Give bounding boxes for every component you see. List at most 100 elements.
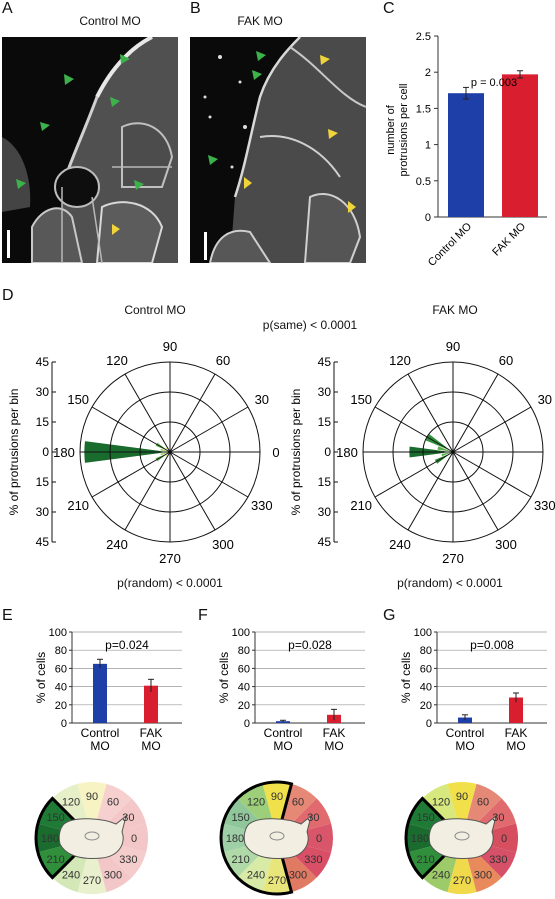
panel-label-g: G (383, 607, 396, 624)
polar-spoke (452, 451, 532, 498)
polar-angle-label: 180 (336, 445, 358, 460)
wheel-angle-label: 270 (453, 875, 471, 887)
wheel-angle-label: 330 (119, 854, 137, 866)
polar-radial-tick-label: 15 (318, 475, 332, 489)
wheel-angle-label: 210 (231, 854, 249, 866)
polar-spoke (169, 373, 216, 453)
wheel-angle-label: 60 (292, 797, 304, 809)
ylabel: % of cells (399, 652, 413, 703)
bar (509, 697, 523, 723)
polar-radial-tick-label: 0 (324, 445, 331, 459)
ytick-label: 100 (414, 627, 432, 639)
polar-bin (436, 445, 454, 453)
polar-angle-label: 60 (216, 353, 230, 368)
category-label: Control (264, 726, 303, 740)
chart-c-ytick-label: 1.5 (416, 103, 431, 115)
bar (93, 663, 107, 723)
polar-spoke (374, 406, 454, 453)
chart-c-ytick-label: 2 (425, 67, 431, 79)
polar-angle-label: 300 (495, 537, 517, 552)
polar-angle-label: 210 (350, 498, 372, 513)
cell-outline (428, 814, 497, 859)
ytick-label: 80 (238, 645, 250, 657)
wheel-angle-label: 180 (41, 833, 59, 845)
wheel-angle-label: 0 (501, 833, 507, 845)
ytick-label: 0 (61, 718, 67, 730)
panel-label-a: A (2, 0, 13, 17)
wheel-angle-label: 0 (316, 833, 322, 845)
polar-angle-label: 60 (499, 353, 513, 368)
polar-plots: 0306090120150180210240270300330453015015… (7, 339, 555, 566)
category-label: FAK (505, 726, 528, 740)
polar-radial-tick-label: 45 (318, 535, 332, 549)
category-label: Control (81, 726, 120, 740)
wheel-angle-label: 240 (62, 869, 80, 881)
wheel-angle-label: 30 (307, 812, 319, 824)
polar-radial-tick-label: 45 (318, 355, 332, 369)
nucleus-outline (269, 831, 285, 841)
wheel-angle-label: 210 (416, 854, 434, 866)
wheel-sector (262, 838, 292, 894)
polar-angle-label: 300 (212, 537, 234, 552)
wheel-angle-label: 270 (268, 875, 286, 887)
wheel-angle-label: 240 (247, 869, 265, 881)
ytick-label: 80 (420, 645, 432, 657)
category-label: MO (90, 739, 109, 753)
wheel-angle-label: 0 (131, 833, 137, 845)
wheel-angle-label: 120 (62, 797, 80, 809)
ytick-label: 60 (420, 663, 432, 675)
micrograph-b-title: FAK MO (237, 14, 283, 28)
chart-c-bar (448, 93, 484, 217)
ytick-label: 60 (55, 663, 67, 675)
polar-spoke (91, 451, 171, 498)
polar-spoke (407, 373, 454, 453)
ytick-label: 20 (55, 700, 67, 712)
ytick-label: 40 (420, 682, 432, 694)
chart-c: number of protrusions per cell 0 0.5 1 1.5 2… (385, 31, 547, 269)
ytick-label: 0 (426, 718, 432, 730)
chart-c-ylabel-line1: number of (385, 104, 397, 154)
wheel-angle-label: 180 (411, 833, 429, 845)
micrograph-fak-mo (190, 37, 366, 263)
polar-ylabel: % of protrusions per bin (7, 389, 21, 516)
polar-spoke (124, 373, 171, 453)
polar-angle-label: 30 (255, 392, 269, 407)
polar-spoke (169, 406, 249, 453)
nucleus-outline (84, 831, 100, 841)
wheel-angle-label: 330 (304, 854, 322, 866)
category-label: MO (273, 739, 292, 753)
polar-radial-tick-label: 15 (36, 475, 50, 489)
chart-c-ytick-label: 0 (425, 212, 431, 224)
category-label: MO (324, 739, 343, 753)
nucleus-outline (454, 831, 470, 841)
polar-ylabel: % of protrusions per bin (289, 389, 303, 516)
wheel-angle-label: 120 (247, 797, 265, 809)
panel-label-b: B (190, 0, 201, 17)
category-label: Control (446, 726, 485, 740)
chart-c-ytick-label: 0.5 (416, 176, 431, 188)
wheel-angle-label: 240 (432, 869, 450, 881)
polar-radial-tick-label: 15 (318, 415, 332, 429)
polar-angle-label: 180 (53, 445, 75, 460)
panel-label-d: D (2, 287, 14, 304)
wheel-angle-label: 210 (46, 854, 64, 866)
polar-spoke (452, 373, 499, 453)
wheel-angle-label: 330 (489, 854, 507, 866)
polar-left-plot: 0306090120150180210240270300330453015015… (7, 339, 280, 566)
wheel-sector (447, 782, 477, 838)
wheel-angle-label: 150 (416, 812, 434, 824)
chart-c-pvalue: p = 0.003 (471, 77, 517, 89)
polar-spoke (374, 451, 454, 498)
wheel-sector (262, 782, 292, 838)
bar (144, 685, 158, 723)
wheel-angle-label: 60 (477, 797, 489, 809)
ytick-label: 40 (238, 682, 250, 694)
polar-spoke (452, 451, 499, 531)
wheel-angle-label: 90 (456, 791, 468, 803)
polar-spoke (91, 406, 171, 453)
